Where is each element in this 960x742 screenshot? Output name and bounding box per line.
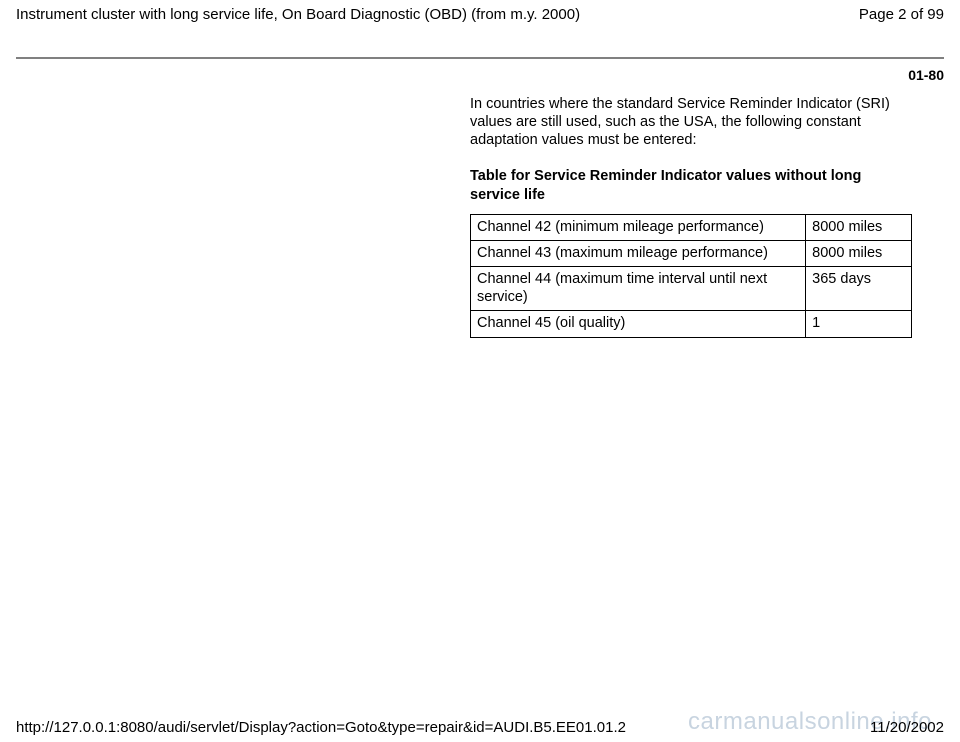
table-row: Channel 45 (oil quality) 1 (471, 311, 912, 337)
table-title: Table for Service Reminder Indicator val… (470, 167, 912, 203)
main-content: In countries where the standard Service … (470, 95, 912, 338)
table-cell-label: Channel 44 (maximum time interval until … (471, 267, 806, 311)
table-row: Channel 42 (minimum mileage performance)… (471, 214, 912, 240)
sri-values-table: Channel 42 (minimum mileage performance)… (470, 214, 912, 338)
intro-paragraph: In countries where the standard Service … (470, 95, 912, 149)
table-cell-label: Channel 43 (maximum mileage performance) (471, 241, 806, 267)
table-cell-label: Channel 45 (oil quality) (471, 311, 806, 337)
footer-url: http://127.0.0.1:8080/audi/servlet/Displ… (16, 719, 626, 736)
table-cell-value: 1 (806, 311, 912, 337)
footer-date: 11/20/2002 (870, 719, 944, 736)
table-cell-value: 8000 miles (806, 241, 912, 267)
section-number: 01-80 (0, 59, 960, 83)
table-cell-value: 8000 miles (806, 214, 912, 240)
page-indicator: Page 2 of 99 (859, 6, 944, 23)
document-title: Instrument cluster with long service lif… (16, 6, 580, 23)
table-row: Channel 44 (maximum time interval until … (471, 267, 912, 311)
table-cell-value: 365 days (806, 267, 912, 311)
page-header: Instrument cluster with long service lif… (0, 0, 960, 27)
table-row: Channel 43 (maximum mileage performance)… (471, 241, 912, 267)
table-cell-label: Channel 42 (minimum mileage performance) (471, 214, 806, 240)
